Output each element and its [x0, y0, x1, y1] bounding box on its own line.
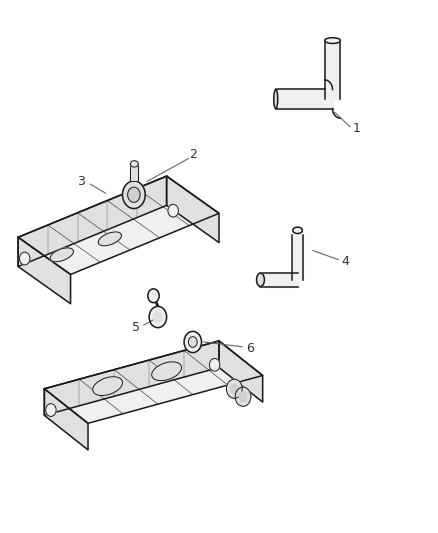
Circle shape: [230, 384, 238, 393]
Polygon shape: [166, 176, 219, 243]
Polygon shape: [18, 237, 71, 304]
Polygon shape: [325, 41, 340, 99]
Circle shape: [239, 392, 247, 401]
Polygon shape: [44, 341, 263, 423]
Circle shape: [168, 204, 178, 217]
Text: 4: 4: [342, 255, 350, 268]
Circle shape: [149, 306, 166, 328]
Polygon shape: [44, 389, 88, 450]
Ellipse shape: [93, 377, 123, 395]
Circle shape: [19, 252, 30, 265]
Polygon shape: [276, 90, 332, 109]
Ellipse shape: [50, 248, 74, 262]
Polygon shape: [131, 164, 138, 181]
Polygon shape: [261, 273, 297, 287]
Text: 5: 5: [132, 321, 140, 334]
Circle shape: [46, 403, 56, 416]
Circle shape: [123, 181, 145, 208]
Circle shape: [184, 332, 201, 353]
Text: 6: 6: [246, 342, 254, 356]
Ellipse shape: [293, 227, 302, 233]
Circle shape: [127, 187, 140, 203]
Polygon shape: [219, 341, 263, 402]
Text: 3: 3: [78, 175, 85, 188]
Circle shape: [153, 312, 162, 322]
Ellipse shape: [274, 90, 278, 109]
Polygon shape: [292, 235, 303, 280]
Ellipse shape: [98, 232, 121, 246]
Text: 2: 2: [189, 148, 197, 161]
Circle shape: [148, 289, 159, 303]
Polygon shape: [44, 341, 219, 415]
Ellipse shape: [325, 38, 340, 43]
Ellipse shape: [152, 362, 181, 381]
Polygon shape: [18, 176, 219, 274]
Text: 1: 1: [353, 122, 360, 135]
Ellipse shape: [131, 161, 138, 167]
Polygon shape: [18, 176, 166, 266]
Circle shape: [188, 337, 197, 348]
Circle shape: [235, 387, 251, 406]
Circle shape: [209, 359, 220, 371]
Circle shape: [226, 379, 242, 398]
Ellipse shape: [257, 273, 265, 286]
